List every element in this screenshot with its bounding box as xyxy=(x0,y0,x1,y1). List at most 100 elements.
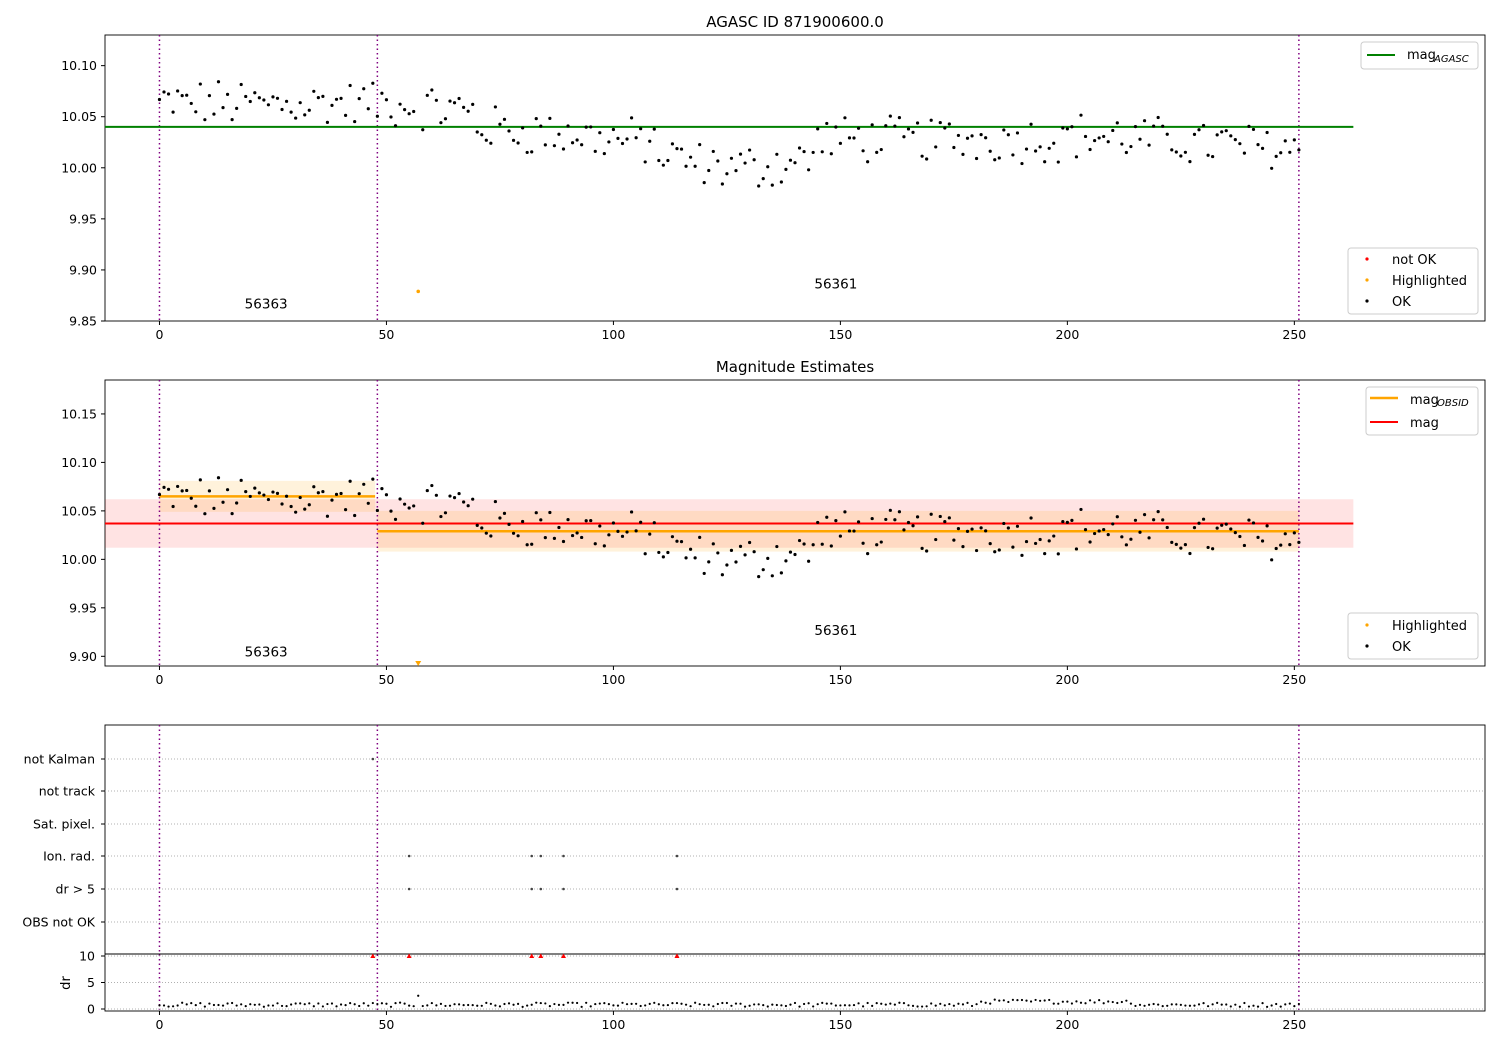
ok-point xyxy=(947,122,951,126)
dr-point xyxy=(290,1003,293,1006)
dr-point xyxy=(766,1005,769,1008)
p2-x-tick-label: 250 xyxy=(1282,672,1306,687)
dr-point xyxy=(321,1005,324,1008)
dr-point xyxy=(571,1001,574,1004)
legend-entry-label: OK xyxy=(1392,640,1411,655)
ok-point xyxy=(993,158,997,162)
ok-point xyxy=(1192,132,1197,136)
ok-point xyxy=(412,504,416,508)
dr-point xyxy=(816,1003,819,1006)
ok-point xyxy=(1165,132,1169,136)
ok-point xyxy=(316,96,320,100)
ok-point xyxy=(1192,526,1197,530)
dr-point xyxy=(789,1003,792,1006)
ok-point xyxy=(1206,153,1210,157)
ok-point xyxy=(788,158,793,162)
dr-point xyxy=(984,1001,987,1004)
dr-point xyxy=(1152,1002,1155,1006)
dr-point xyxy=(358,1004,361,1008)
ok-point xyxy=(1211,154,1215,159)
ok-point xyxy=(1056,552,1060,556)
dr-point xyxy=(158,1004,161,1007)
dr-point xyxy=(671,1001,674,1005)
flag-marker xyxy=(530,887,534,891)
dr-point xyxy=(507,1002,511,1005)
dr-exceed-marker xyxy=(560,953,566,958)
ok-point xyxy=(1270,166,1274,170)
dr-point xyxy=(757,1003,760,1006)
ok-point xyxy=(303,507,307,511)
ok-point xyxy=(244,94,248,99)
dr-exceed-marker xyxy=(674,953,680,958)
ok-point xyxy=(902,135,906,139)
ok-point xyxy=(1033,149,1038,153)
ok-point xyxy=(253,91,257,95)
ok-point xyxy=(720,182,724,186)
dr-point xyxy=(934,1004,937,1007)
ok-point xyxy=(1238,142,1242,146)
dr-point xyxy=(299,1002,302,1005)
ok-point xyxy=(1083,528,1088,532)
ok-point xyxy=(521,519,525,524)
ok-point xyxy=(1170,540,1174,544)
ok-point xyxy=(570,533,575,538)
ok-point xyxy=(807,559,811,563)
ok-point xyxy=(561,539,566,544)
ok-point xyxy=(216,476,221,480)
ok-point xyxy=(666,158,670,163)
dr-point xyxy=(516,1002,520,1005)
dr-point xyxy=(217,1003,220,1007)
ok-point xyxy=(974,156,979,161)
ok-point xyxy=(207,489,212,493)
ok-point xyxy=(239,478,243,482)
ok-point xyxy=(629,116,634,120)
dr-point xyxy=(221,1004,225,1007)
ok-point xyxy=(870,516,874,521)
dr-point xyxy=(190,1002,193,1005)
dr-point xyxy=(576,1001,579,1005)
ok-point xyxy=(1283,139,1287,143)
dr-point xyxy=(535,1001,538,1004)
ok-point xyxy=(679,147,684,151)
obsid-label: 56363 xyxy=(245,644,288,660)
dr-point xyxy=(843,1004,847,1007)
highlighted-point xyxy=(415,661,422,667)
ok-point xyxy=(185,488,189,493)
ok-point xyxy=(875,150,879,154)
dr-point xyxy=(557,1003,561,1006)
ok-point xyxy=(1279,543,1283,547)
ok-point xyxy=(375,508,379,513)
dr-point xyxy=(1107,1000,1110,1003)
ok-point xyxy=(629,510,634,514)
ok-point xyxy=(384,493,389,497)
dr-point xyxy=(240,1003,243,1006)
flag-row-label: Sat. pixel. xyxy=(33,817,95,832)
ok-point xyxy=(284,494,289,498)
ok-point xyxy=(847,529,852,533)
ok-point xyxy=(1011,545,1015,549)
dr-point xyxy=(743,1005,747,1008)
dr-point xyxy=(1025,999,1028,1002)
ok-point xyxy=(271,490,275,494)
ok-point xyxy=(979,133,983,137)
ok-point xyxy=(1124,150,1128,155)
dr-point xyxy=(889,1002,892,1005)
ok-point xyxy=(961,545,965,549)
dr-y-tick-label: 10 xyxy=(79,949,95,964)
legend-entry-label: Highlighted xyxy=(1392,619,1467,634)
ok-point xyxy=(997,548,1001,552)
p2-y-tick-label: 10.15 xyxy=(61,406,97,421)
ok-point xyxy=(611,127,616,132)
ok-point xyxy=(1033,541,1038,546)
ok-point xyxy=(525,150,529,155)
ok-point xyxy=(507,129,511,133)
dr-point xyxy=(930,1002,933,1005)
dr-point xyxy=(462,1004,465,1007)
ok-point xyxy=(1093,531,1097,536)
ok-point xyxy=(548,510,552,515)
ok-point xyxy=(1152,124,1156,128)
dr-point xyxy=(1125,999,1128,1002)
dr-point xyxy=(408,1004,411,1007)
ok-point xyxy=(257,96,261,100)
dr-point xyxy=(975,1003,978,1006)
